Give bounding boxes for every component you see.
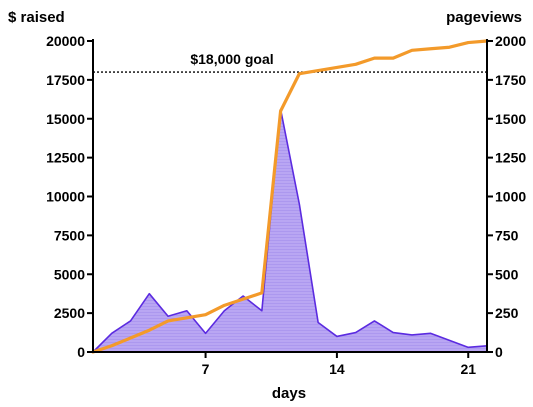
right-tick-label: 1000 xyxy=(495,189,526,205)
right-tick-label: 250 xyxy=(495,305,519,321)
left-tick-label: 20000 xyxy=(46,33,85,49)
x-tick-label: 7 xyxy=(202,361,210,377)
right-tick-label: 2000 xyxy=(495,33,526,49)
left-tick-label: 12500 xyxy=(46,150,85,166)
left-tick-label: 17500 xyxy=(46,72,85,88)
right-tick-label: 1250 xyxy=(495,150,526,166)
raised-line xyxy=(91,39,489,354)
left-tick-label: 7500 xyxy=(54,227,85,243)
x-tick-label: 14 xyxy=(329,361,345,377)
right-tick-label: 750 xyxy=(495,227,519,243)
x-axis-title: days xyxy=(272,385,306,402)
pageviews-area-fill xyxy=(93,109,487,352)
left-tick-label: 2500 xyxy=(54,305,85,321)
x-tick-label: 21 xyxy=(460,361,476,377)
left-axis-title: $ raised xyxy=(8,9,65,26)
pageviews-line xyxy=(92,108,488,353)
left-tick-label: 15000 xyxy=(46,111,85,127)
right-tick-label: 1750 xyxy=(495,72,526,88)
left-tick-label: 10000 xyxy=(46,189,85,205)
right-tick-label: 500 xyxy=(495,266,519,282)
right-axis-title: pageviews xyxy=(446,9,522,26)
right-tick-label: 0 xyxy=(495,344,503,360)
left-tick-label: 5000 xyxy=(54,266,85,282)
right-tick-label: 1500 xyxy=(495,111,526,127)
goal-label: $18,000 goal xyxy=(190,51,273,67)
plot-area: $18,000 goal0250050007500100001250015000… xyxy=(46,33,526,377)
left-tick-label: 0 xyxy=(77,344,85,360)
